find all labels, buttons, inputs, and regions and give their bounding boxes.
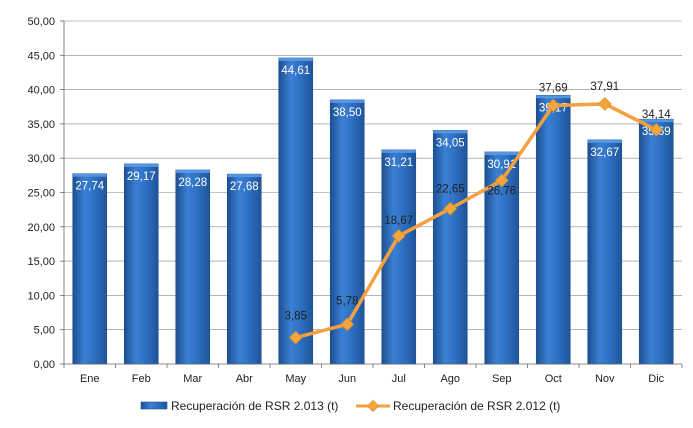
bar-top-highlight [536,95,571,99]
bar [638,118,674,365]
y-tick-label: 5,00 [34,325,55,337]
bar-data-label: 27,74 [75,181,104,193]
bar-top-highlight [484,151,519,155]
y-tick-label: 50,00 [27,16,55,28]
bar-top-highlight [124,163,159,167]
line-series [288,97,664,345]
y-tick-label: 35,00 [27,119,55,131]
bar-data-label: 31,21 [384,157,413,169]
bar [72,173,108,365]
legend: Recuperación de RSR 2.013 (t) Recuperaci… [140,399,560,413]
x-tick-label: Feb [132,373,151,385]
bar [278,57,314,365]
y-tick-label: 10,00 [27,290,55,302]
line-marker [494,173,509,188]
x-tick-label: Nov [595,373,615,385]
bar-top-highlight [433,130,468,134]
bar-top-highlight [227,174,262,178]
line-marker [391,229,406,243]
x-tick-label: Jun [338,373,356,385]
bar-data-label: 44,61 [281,65,310,77]
y-tick-label: 45,00 [27,50,55,62]
line-marker [443,201,458,216]
y-tick-label: 20,00 [27,222,55,234]
x-tick-label: Dic [648,373,664,385]
legend-line-marker [366,399,380,413]
x-tick-label: May [285,373,306,385]
bar-top-highlight [639,119,674,123]
bar-top-highlight [278,57,313,61]
y-axis-ticks: 0,00 5,00 10,00 15,00 20,00 25,00 30,00 35,00 40… [27,16,64,371]
line-data-label: 18,67 [384,215,413,227]
y-tick-label: 15,00 [27,256,55,268]
bar-data-label: 34,05 [436,137,465,149]
line-marker [546,98,561,113]
legend-bar-swatch [140,401,168,410]
x-tick-label: Ene [80,373,100,385]
x-tick-label: Jul [392,373,406,385]
x-axis-ticks: Ene Feb Mar Abr May Jun Jul Ago Sep Oct Nov Dic [63,364,683,385]
bar [175,169,211,365]
x-tick-label: Oct [545,373,562,385]
bar-top-highlight [381,149,416,153]
bar-top-highlight [587,139,622,143]
bar [587,139,623,365]
line-marker [597,97,612,111]
y-tick-label: 30,00 [27,153,55,165]
bar-data-label: 28,28 [178,177,207,189]
y-tick-label: 25,00 [27,188,55,200]
bar-data-labels: 27,74 29,17 28,28 27,68 44,61 38,50 31,21 34,05… [75,65,670,193]
line-data-labels: 3,85 5,78 18,67 22,65 26,76 37,69 37,91 34,14 [285,81,672,323]
line-data-label: 26,76 [487,185,516,197]
x-tick-label: Abr [236,373,253,385]
x-tick-label: Sep [492,373,512,385]
line-data-label: 37,91 [590,81,619,93]
line-marker [649,122,664,137]
y-tick-label: 0,00 [34,359,55,371]
gridlines [64,20,682,331]
line-data-label: 5,78 [336,295,358,307]
bar-data-label: 27,68 [230,181,259,193]
legend-bar-label: Recuperación de RSR 2.013 (t) [171,399,338,413]
x-tick-label: Mar [183,373,202,385]
line-marker [340,317,355,332]
line-data-label: 22,65 [436,184,465,196]
line-marker [288,330,303,345]
line-data-label: 34,14 [642,109,671,121]
bar-data-label: 29,17 [127,171,156,183]
bar-top-highlight [330,99,365,103]
line-path [295,102,658,340]
y-tick-label: 40,00 [27,85,55,97]
line-data-label: 3,85 [285,311,307,323]
legend-line-label: Recuperación de RSR 2.012 (t) [393,399,560,413]
bar [226,173,262,365]
bar [432,130,468,365]
bar-top-highlight [72,173,107,177]
line-data-label: 37,69 [539,82,568,94]
bar-top-highlight [175,169,210,173]
bar-series [72,57,674,365]
bar [535,94,571,365]
bar-data-label: 32,67 [590,147,619,159]
bar [123,163,159,365]
x-tick-label: Ago [440,373,460,385]
bar-data-label: 38,50 [333,107,362,119]
